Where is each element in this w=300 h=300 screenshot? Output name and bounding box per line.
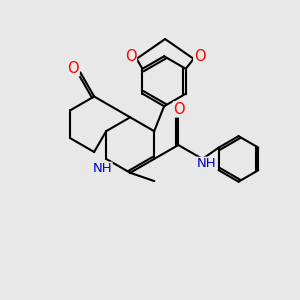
Text: O: O: [173, 102, 185, 117]
Text: O: O: [125, 50, 136, 64]
Text: O: O: [194, 50, 206, 64]
Text: NH: NH: [92, 162, 112, 175]
Text: NH: NH: [196, 158, 216, 170]
Text: O: O: [68, 61, 79, 76]
